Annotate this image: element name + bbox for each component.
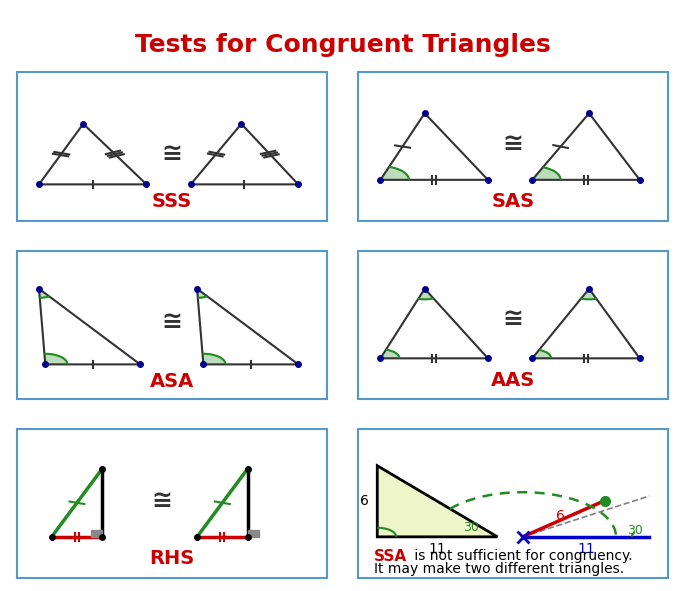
Text: ≅: ≅ [503, 307, 524, 331]
Polygon shape [377, 466, 497, 537]
Text: 6: 6 [556, 509, 565, 522]
Polygon shape [39, 289, 49, 298]
Polygon shape [380, 167, 409, 180]
Text: ≅: ≅ [152, 489, 173, 512]
Text: SAS: SAS [492, 192, 535, 211]
Text: 6: 6 [360, 493, 369, 508]
Polygon shape [581, 289, 597, 299]
Polygon shape [380, 350, 399, 358]
Text: ≅: ≅ [161, 142, 182, 166]
Text: Tests for Congruent Triangles: Tests for Congruent Triangles [135, 33, 550, 57]
Text: ≅: ≅ [503, 132, 524, 155]
Polygon shape [532, 350, 551, 358]
Polygon shape [532, 167, 560, 180]
FancyBboxPatch shape [17, 73, 327, 220]
Polygon shape [419, 289, 434, 299]
Text: 30: 30 [627, 524, 643, 537]
Text: 30: 30 [462, 521, 479, 534]
FancyBboxPatch shape [17, 430, 327, 577]
Polygon shape [203, 354, 225, 365]
Text: SSS: SSS [151, 192, 192, 211]
FancyBboxPatch shape [358, 251, 668, 399]
FancyBboxPatch shape [358, 430, 668, 577]
Text: SSA: SSA [374, 549, 408, 564]
Polygon shape [197, 289, 208, 298]
Text: ≅: ≅ [161, 310, 182, 334]
Polygon shape [45, 354, 67, 365]
Text: is not sufficient for congruency.: is not sufficient for congruency. [410, 550, 633, 563]
Text: 11: 11 [429, 542, 446, 556]
FancyBboxPatch shape [358, 73, 668, 220]
Text: RHS: RHS [149, 549, 195, 568]
Polygon shape [91, 530, 102, 537]
Text: ASA: ASA [149, 372, 194, 391]
FancyBboxPatch shape [17, 251, 327, 399]
Text: AAS: AAS [491, 371, 536, 389]
Text: It may make two different triangles.: It may make two different triangles. [374, 561, 624, 576]
Polygon shape [248, 530, 259, 537]
Text: 11: 11 [577, 542, 595, 556]
